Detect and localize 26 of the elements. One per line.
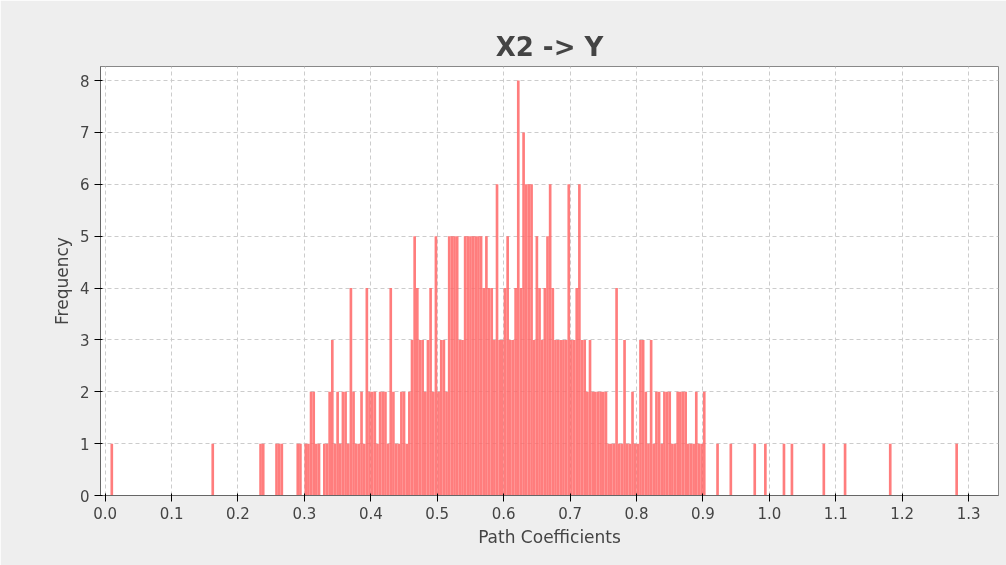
y-tick-label: 3 (79, 331, 90, 350)
x-tick-label: 0.1 (159, 504, 184, 523)
x-tick-label: 0.4 (358, 504, 383, 523)
x-tick-label: 0.8 (624, 504, 649, 523)
y-tick-label: 0 (79, 487, 90, 506)
y-tick-label: 7 (79, 124, 90, 143)
x-tick-label: 0.6 (491, 504, 516, 523)
x-tick-label: 0.0 (93, 504, 118, 523)
x-tick-label: 0.2 (226, 504, 250, 523)
x-tick-label: 1.1 (823, 504, 848, 523)
y-axis-title: Frequency (51, 237, 72, 325)
y-tick-label: 8 (79, 72, 90, 91)
x-tick-label: 1.2 (890, 504, 915, 523)
x-tick-label: 0.7 (558, 504, 583, 523)
y-tick-label: 5 (79, 228, 90, 247)
y-tick-label: 4 (79, 280, 90, 298)
x-tick-label: 1.3 (956, 504, 981, 523)
x-tick-label: 0.3 (292, 504, 317, 523)
x-tick-label: 0.5 (425, 504, 450, 523)
chart-title: X2 -> Y (495, 31, 605, 62)
y-tick-label: 6 (79, 176, 90, 195)
x-tick-label: 0.9 (691, 504, 715, 523)
x-axis-title: Path Coefficients (478, 526, 622, 547)
x-tick-label: 1.0 (757, 504, 782, 523)
y-tick-label: 1 (79, 435, 90, 454)
y-tick-label: 2 (79, 383, 90, 402)
